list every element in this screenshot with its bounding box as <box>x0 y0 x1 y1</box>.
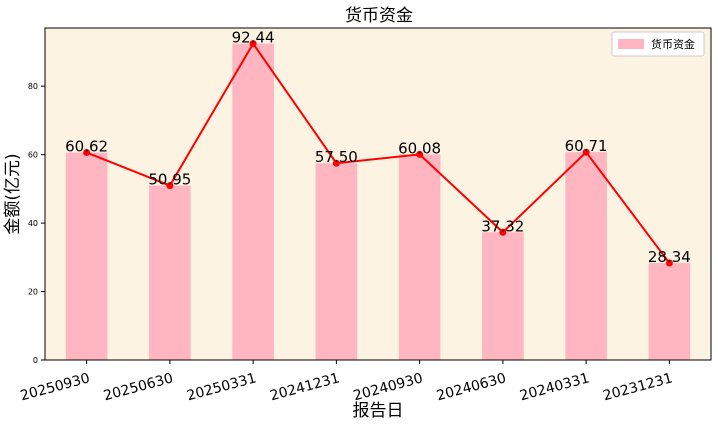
plot-frame <box>44 27 712 361</box>
plot-area <box>45 28 711 360</box>
data-label: 60.71 <box>565 137 608 155</box>
bar-20250331 <box>232 43 274 360</box>
bar-20240331 <box>565 152 607 360</box>
line-series <box>83 40 673 267</box>
bar-20240930 <box>398 154 441 360</box>
legend: 货币资金 <box>611 31 705 57</box>
line-point-20250930 <box>83 149 91 157</box>
y-tick-label: 20 <box>28 288 38 297</box>
legend-label: 货币资金 <box>651 37 695 51</box>
data-label: 50.95 <box>148 171 191 189</box>
line-point-20250630 <box>166 182 174 190</box>
bars <box>65 43 691 360</box>
data-label: 37.32 <box>481 217 524 235</box>
y-tick-label: 0 <box>33 356 38 365</box>
bar-20250630 <box>149 185 191 360</box>
line-point-20250331 <box>249 40 257 48</box>
data-label: 60.08 <box>398 139 441 157</box>
bar-20241231 <box>315 163 358 360</box>
legend-box <box>611 31 705 57</box>
bar-20240630 <box>482 232 524 360</box>
y-tick-label: 60 <box>28 151 38 160</box>
data-label: 28.34 <box>648 248 691 266</box>
chart-title: 货币资金 <box>345 6 413 26</box>
y-axis-label: 金额(亿元) <box>3 153 23 234</box>
line-point-20241231 <box>332 159 340 167</box>
y-tick-label: 40 <box>28 219 38 228</box>
bar-20250930 <box>65 152 108 360</box>
line-point-20231231 <box>665 259 673 267</box>
y-tick-label: 80 <box>28 82 38 91</box>
x-axis-label: 报告日 <box>353 401 404 421</box>
line-point-20240930 <box>416 150 424 158</box>
data-label: 60.62 <box>65 138 108 156</box>
data-labels: 60.62 50.95 92.44 57.50 60.08 37.32 60.71 28.34 <box>65 29 691 266</box>
legend-swatch <box>618 39 644 49</box>
line-point-20240331 <box>582 148 590 156</box>
line-path <box>86 41 671 264</box>
bar-20231231 <box>648 263 691 360</box>
data-label: 57.50 <box>315 148 358 166</box>
line-point-20240630 <box>499 228 507 236</box>
data-label: 92.44 <box>232 29 275 47</box>
